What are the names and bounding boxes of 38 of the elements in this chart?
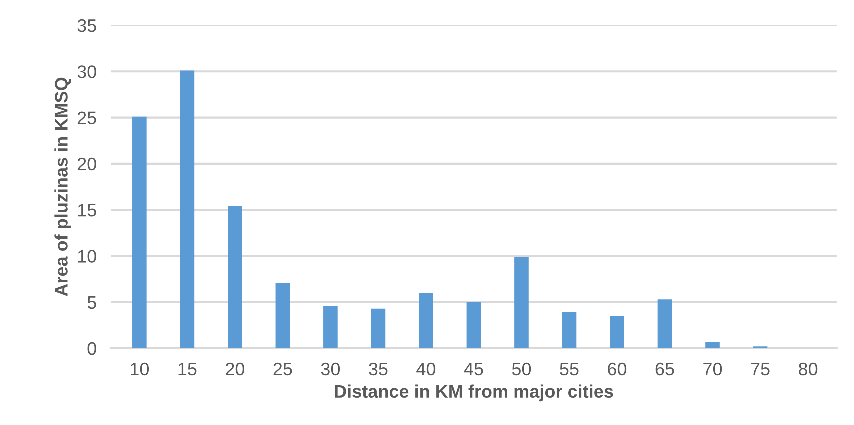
x-axis-title: Distance in KM from major cities [335, 384, 614, 402]
bar [276, 282, 290, 348]
x-tick-label: 60 [608, 362, 627, 376]
x-tick-label: 45 [464, 363, 484, 376]
x-tick-label: 80 [799, 362, 818, 376]
y-tick-label: 35 [78, 19, 96, 32]
x-tick-label: 25 [274, 362, 292, 376]
x-tick-label: 20 [226, 362, 245, 376]
y-tick-label: 20 [78, 158, 96, 171]
bar [228, 206, 242, 348]
y-tick-label: 5 [88, 296, 96, 310]
y-tick-label: 25 [78, 112, 96, 125]
y-axis-title: Area of pluzinas in KMSQ [54, 78, 72, 296]
y-tick-label: 0 [88, 342, 96, 356]
x-tick-label: 40 [416, 362, 436, 376]
y-tick-label: 30 [78, 66, 96, 78]
bar [324, 306, 338, 348]
x-tick-label: 15 [178, 363, 197, 376]
y-tick-label: 10 [78, 250, 96, 263]
bar [706, 342, 720, 348]
bar [562, 312, 577, 348]
x-tick-label: 10 [131, 362, 150, 376]
bar [180, 70, 195, 348]
x-tick-label: 75 [751, 363, 770, 376]
bar [371, 308, 386, 348]
bar [419, 293, 434, 348]
x-tick-label: 70 [704, 362, 722, 376]
bar [514, 257, 529, 348]
x-tick-label: 30 [321, 362, 340, 376]
bar [132, 116, 147, 348]
bar [610, 316, 624, 348]
bar [466, 302, 482, 348]
x-tick-label: 50 [512, 362, 532, 376]
x-tick-label: 35 [369, 362, 388, 376]
x-tick-label: 65 [656, 362, 674, 376]
y-tick-label: 15 [78, 204, 96, 217]
x-tick-label: 55 [560, 363, 579, 376]
bar [658, 300, 672, 348]
